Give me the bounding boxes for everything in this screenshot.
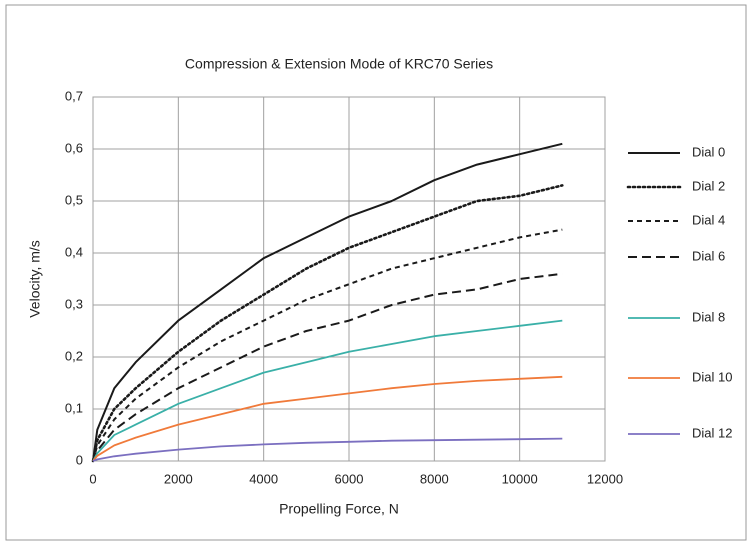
x-axis-label: Propelling Force, N [279, 501, 399, 517]
chart-title: Compression & Extension Mode of KRC70 Se… [185, 56, 493, 72]
x-tick-label: 10000 [502, 471, 538, 486]
y-tick-label: 0,3 [65, 296, 83, 311]
y-tick-label: 0 [76, 452, 83, 467]
series-line [91, 184, 564, 463]
series-line [92, 437, 563, 462]
series-line [92, 142, 563, 462]
series-line [92, 319, 563, 462]
y-tick-label: 0,5 [65, 192, 83, 207]
legend-label: Dial 10 [692, 369, 732, 384]
x-tick-label: 12000 [587, 471, 623, 486]
legend-label: Dial 0 [692, 144, 725, 159]
legend-label: Dial 8 [692, 309, 725, 324]
y-axis-label: Velocity, m/s [27, 240, 43, 318]
x-tick-label: 6000 [335, 471, 364, 486]
legend-label: Dial 4 [692, 212, 725, 227]
x-tick-label: 8000 [420, 471, 449, 486]
y-tick-label: 0,4 [65, 244, 83, 259]
legend-label: Dial 12 [692, 425, 732, 440]
y-tick-label: 0,7 [65, 88, 83, 103]
series-line [92, 375, 563, 462]
y-tick-label: 0,2 [65, 348, 83, 363]
x-tick-label: 0 [89, 471, 96, 486]
x-tick-label: 2000 [164, 471, 193, 486]
series-line [92, 272, 563, 462]
y-tick-label: 0,1 [65, 400, 83, 415]
legend-label: Dial 2 [692, 178, 725, 193]
x-tick-label: 4000 [249, 471, 278, 486]
y-tick-label: 0,6 [65, 140, 83, 155]
legend-label: Dial 6 [692, 248, 725, 263]
frame [5, 4, 747, 541]
